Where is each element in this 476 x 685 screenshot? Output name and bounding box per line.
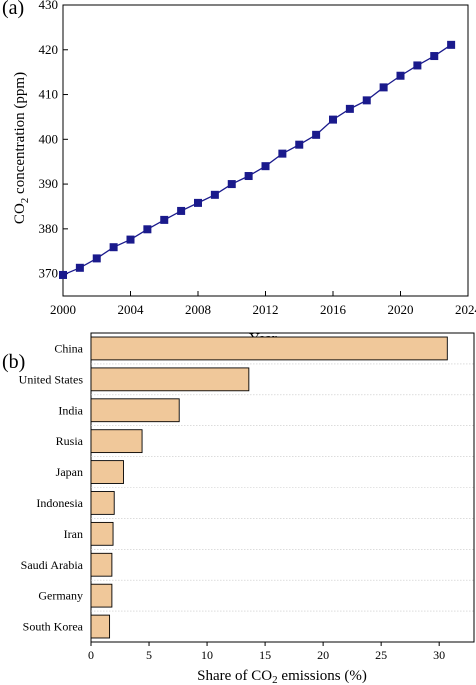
panel-b-bars bbox=[90, 336, 448, 639]
data-point bbox=[413, 61, 422, 70]
x-tick-label: 15 bbox=[259, 648, 271, 662]
category-label: Rusia bbox=[56, 434, 84, 448]
category-label: India bbox=[58, 403, 83, 417]
bar bbox=[90, 614, 111, 639]
y-tick-label: 420 bbox=[39, 42, 59, 57]
panel-a-label: (a) bbox=[2, 0, 24, 19]
data-point bbox=[92, 254, 101, 263]
bar bbox=[90, 367, 250, 392]
x-tick-label: 2008 bbox=[185, 302, 211, 317]
panel-a-frame bbox=[62, 4, 469, 297]
data-point bbox=[261, 162, 270, 171]
data-point bbox=[430, 52, 439, 61]
bar bbox=[90, 491, 115, 515]
category-label: China bbox=[54, 341, 83, 355]
x-tick-label: 2004 bbox=[118, 302, 145, 317]
data-point bbox=[345, 104, 354, 113]
bar bbox=[90, 336, 448, 361]
x-tick-label: 2000 bbox=[50, 302, 76, 317]
x-tick-label: 20 bbox=[317, 648, 329, 662]
x-tick-label: 25 bbox=[375, 648, 387, 662]
y-tick-label: 400 bbox=[39, 131, 59, 146]
bar bbox=[90, 429, 143, 454]
category-label: Saudi Arabia bbox=[21, 558, 84, 572]
data-point bbox=[126, 235, 135, 244]
series-line bbox=[62, 44, 452, 276]
panel-a-x-axis: 2000 2004 2008 2012 2016 2020 2024 bbox=[50, 291, 476, 317]
data-point bbox=[59, 270, 67, 279]
category-label: South Korea bbox=[23, 620, 84, 634]
category-label: United States bbox=[19, 372, 84, 386]
bar bbox=[90, 398, 180, 423]
data-point bbox=[143, 225, 152, 234]
data-point bbox=[312, 130, 321, 139]
data-point bbox=[75, 263, 84, 272]
data-point bbox=[447, 40, 456, 49]
x-tick-label: 2016 bbox=[320, 302, 347, 317]
y-tick-label: 430 bbox=[39, 0, 59, 12]
panel-b-x-label: Share of CO2 emissions (%) bbox=[197, 668, 367, 685]
data-point bbox=[177, 206, 186, 215]
data-point bbox=[295, 140, 304, 149]
x-tick-label: 10 bbox=[201, 648, 213, 662]
data-point bbox=[396, 71, 405, 80]
data-point bbox=[194, 198, 202, 207]
y-tick-label: 380 bbox=[39, 221, 59, 236]
bar bbox=[90, 460, 124, 484]
data-point bbox=[278, 149, 287, 158]
data-point bbox=[329, 115, 337, 124]
panel-b-x-axis: 0 5 10 15 20 25 30 bbox=[88, 642, 445, 662]
x-tick-label: 2012 bbox=[253, 302, 279, 317]
data-point bbox=[244, 172, 253, 181]
data-point bbox=[210, 190, 219, 199]
y-tick-label: 370 bbox=[39, 266, 59, 281]
x-tick-label: 2020 bbox=[388, 302, 414, 317]
panel-a-y-label: CO2 concentration (ppm) bbox=[12, 72, 31, 224]
x-tick-label: 0 bbox=[88, 648, 94, 662]
panel-b-grid bbox=[91, 363, 474, 612]
bar bbox=[90, 521, 114, 546]
data-point bbox=[379, 83, 388, 92]
bar bbox=[90, 583, 113, 608]
panel-b-label: (b) bbox=[2, 351, 25, 373]
category-label: Indonesia bbox=[36, 496, 83, 510]
panel-b-category-axis: China United States India Rusia Japan Indones… bbox=[19, 341, 84, 633]
y-tick-label: 410 bbox=[39, 87, 59, 102]
bar bbox=[90, 552, 113, 577]
data-point bbox=[227, 180, 236, 189]
data-point bbox=[160, 215, 169, 224]
x-tick-label: 2024 bbox=[455, 302, 476, 317]
panel-a-y-axis: 370 380 390 400 410 420 430 bbox=[39, 0, 68, 281]
panel-a-series bbox=[59, 40, 456, 279]
data-point bbox=[109, 243, 118, 252]
x-tick-label: 5 bbox=[146, 648, 152, 662]
x-tick-label: 30 bbox=[433, 648, 445, 662]
data-point bbox=[362, 96, 371, 105]
category-label: Iran bbox=[64, 527, 83, 541]
category-label: Japan bbox=[56, 465, 83, 479]
category-label: Germany bbox=[38, 589, 83, 603]
y-tick-label: 390 bbox=[39, 176, 59, 191]
